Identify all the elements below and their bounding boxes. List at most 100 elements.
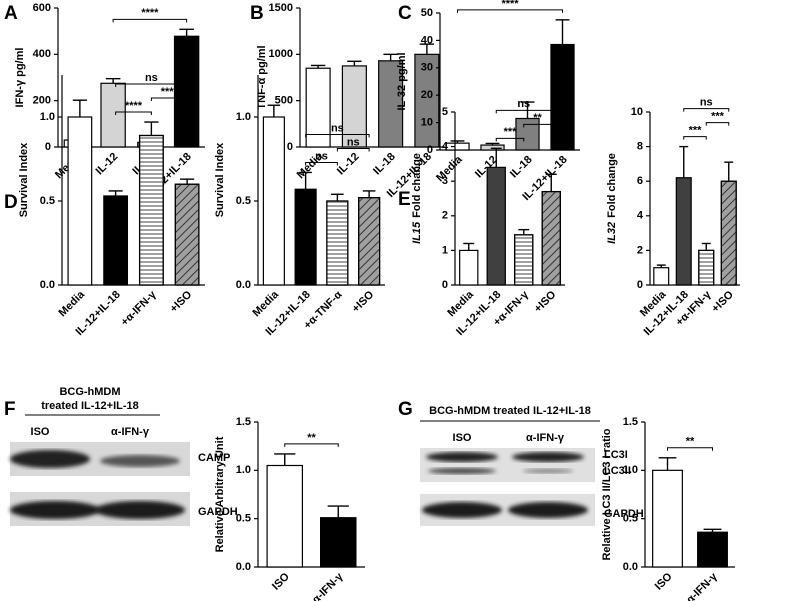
y-tick-label: 0.5 [236, 195, 251, 207]
panel-label: C [398, 3, 412, 24]
significance-bracket [115, 83, 188, 88]
blot-band [428, 468, 496, 474]
x-tick-label: +ISO [168, 288, 195, 315]
bar [414, 53, 440, 148]
blot-band [523, 468, 573, 474]
lane-label: ISO [453, 432, 472, 444]
y-tick-label: 0 [442, 279, 448, 291]
y-tick-label: 500 [275, 95, 293, 107]
y-tick-label: 2 [442, 210, 448, 222]
y-tick-label: 10 [421, 117, 433, 129]
y-tick-label: 0 [287, 141, 293, 153]
significance-bracket [150, 97, 188, 102]
significance-label: *** [689, 125, 703, 137]
band-label: GAPDH [198, 506, 238, 518]
panel-label: F [4, 399, 16, 420]
band-label: LC3II [604, 465, 631, 477]
bar [675, 177, 692, 286]
bar [445, 142, 470, 151]
bar [653, 267, 670, 286]
y-tick-label: 200 [33, 95, 51, 107]
bar-hatch [358, 197, 381, 286]
band-label: LC3I [604, 449, 628, 461]
x-tick-label: α-IFN-γ [310, 570, 346, 601]
blot-band [95, 501, 185, 519]
y-tick-label: 1.5 [236, 416, 251, 428]
significance-label: ns [315, 150, 328, 162]
significance-bracket [284, 443, 339, 447]
y-tick-label: 0.5 [623, 513, 638, 525]
significance-bracket [305, 133, 370, 138]
y-axis-label-text: Fold change [411, 153, 423, 218]
y-axis-label-gene: IL32 [606, 222, 618, 244]
y-tick-label: 0.0 [236, 561, 251, 573]
y-axis-label: IL15 Fold change [411, 153, 423, 244]
significance-label: ns [145, 72, 158, 84]
bar-hatch [720, 180, 737, 286]
significance-bracket [115, 111, 152, 116]
bar [305, 67, 331, 148]
panel-label: G [398, 399, 413, 420]
bar [103, 195, 129, 286]
significance-label: *** [711, 111, 725, 123]
y-axis-label: Relative LC3 II/LC3 I ratio [601, 428, 613, 560]
y-axis-label: IL-32 pg/ml [396, 52, 408, 110]
significance-bracket [667, 447, 713, 451]
x-tick-label: Media [57, 288, 88, 319]
bar [67, 116, 93, 286]
lane-label: α-IFN-γ [526, 432, 565, 444]
y-tick-label: 0.5 [40, 195, 55, 207]
bar-hatch [138, 134, 164, 286]
y-axis-label-text: Fold change [606, 153, 618, 218]
y-tick-label: 10 [631, 106, 643, 118]
y-tick-label: 50 [421, 7, 433, 19]
y-tick-label: 1.5 [623, 416, 638, 428]
y-tick-label: 4 [637, 210, 644, 222]
y-tick-label: 5 [442, 106, 448, 118]
y-tick-label: 0 [45, 141, 51, 153]
y-tick-label: 3 [442, 175, 448, 187]
band-label: CAMP [198, 452, 230, 464]
x-tick-label: +α-IFN-γ [119, 288, 159, 328]
y-tick-label: 400 [33, 48, 51, 60]
blot-band [100, 455, 180, 467]
significance-label: ns [331, 122, 344, 134]
y-tick-label: 1.0 [623, 464, 638, 476]
blot-title: treated IL-12+IL-18 [41, 400, 139, 412]
y-axis-label: Relative Arbitrary Unit [214, 436, 226, 552]
panel-label: A [4, 3, 18, 24]
blot-band [512, 452, 584, 462]
y-tick-label: 6 [637, 175, 643, 187]
significance-bracket [336, 147, 370, 152]
y-tick-label: 2 [637, 244, 643, 256]
y-tick-label: 0.0 [236, 279, 251, 291]
significance-label: **** [125, 100, 143, 112]
y-tick-label: 40 [421, 34, 433, 46]
bar-hatch [326, 200, 349, 286]
x-tick-label: IL-12 [94, 151, 121, 178]
bar [486, 166, 506, 286]
y-axis-label: TNF-α pg/ml [256, 45, 268, 109]
x-tick-label: +ISO [350, 288, 377, 315]
bar-hatch [514, 234, 534, 286]
y-tick-label: 1.0 [236, 464, 251, 476]
y-axis-label-gene: IL15 [411, 221, 423, 244]
x-tick-label: IL-12 [335, 151, 362, 178]
significance-label: ** [307, 432, 316, 444]
x-tick-label: Media [434, 153, 465, 184]
significance-label: **** [161, 86, 179, 98]
x-tick-label: Media [251, 288, 282, 319]
significance-label: ns [700, 97, 713, 109]
y-tick-label: 30 [421, 62, 433, 74]
y-tick-label: 4 [442, 141, 449, 153]
blot-band [10, 450, 90, 468]
blot-band [508, 502, 588, 518]
y-axis-label: Survival Index [214, 142, 226, 217]
y-axis-label: IFN-γ pg/ml [14, 48, 26, 108]
bar [319, 517, 357, 568]
bar [480, 144, 505, 151]
y-tick-label: 0.5 [236, 513, 251, 525]
significance-label: ** [686, 436, 695, 448]
x-tick-label: +ISO [532, 288, 559, 315]
